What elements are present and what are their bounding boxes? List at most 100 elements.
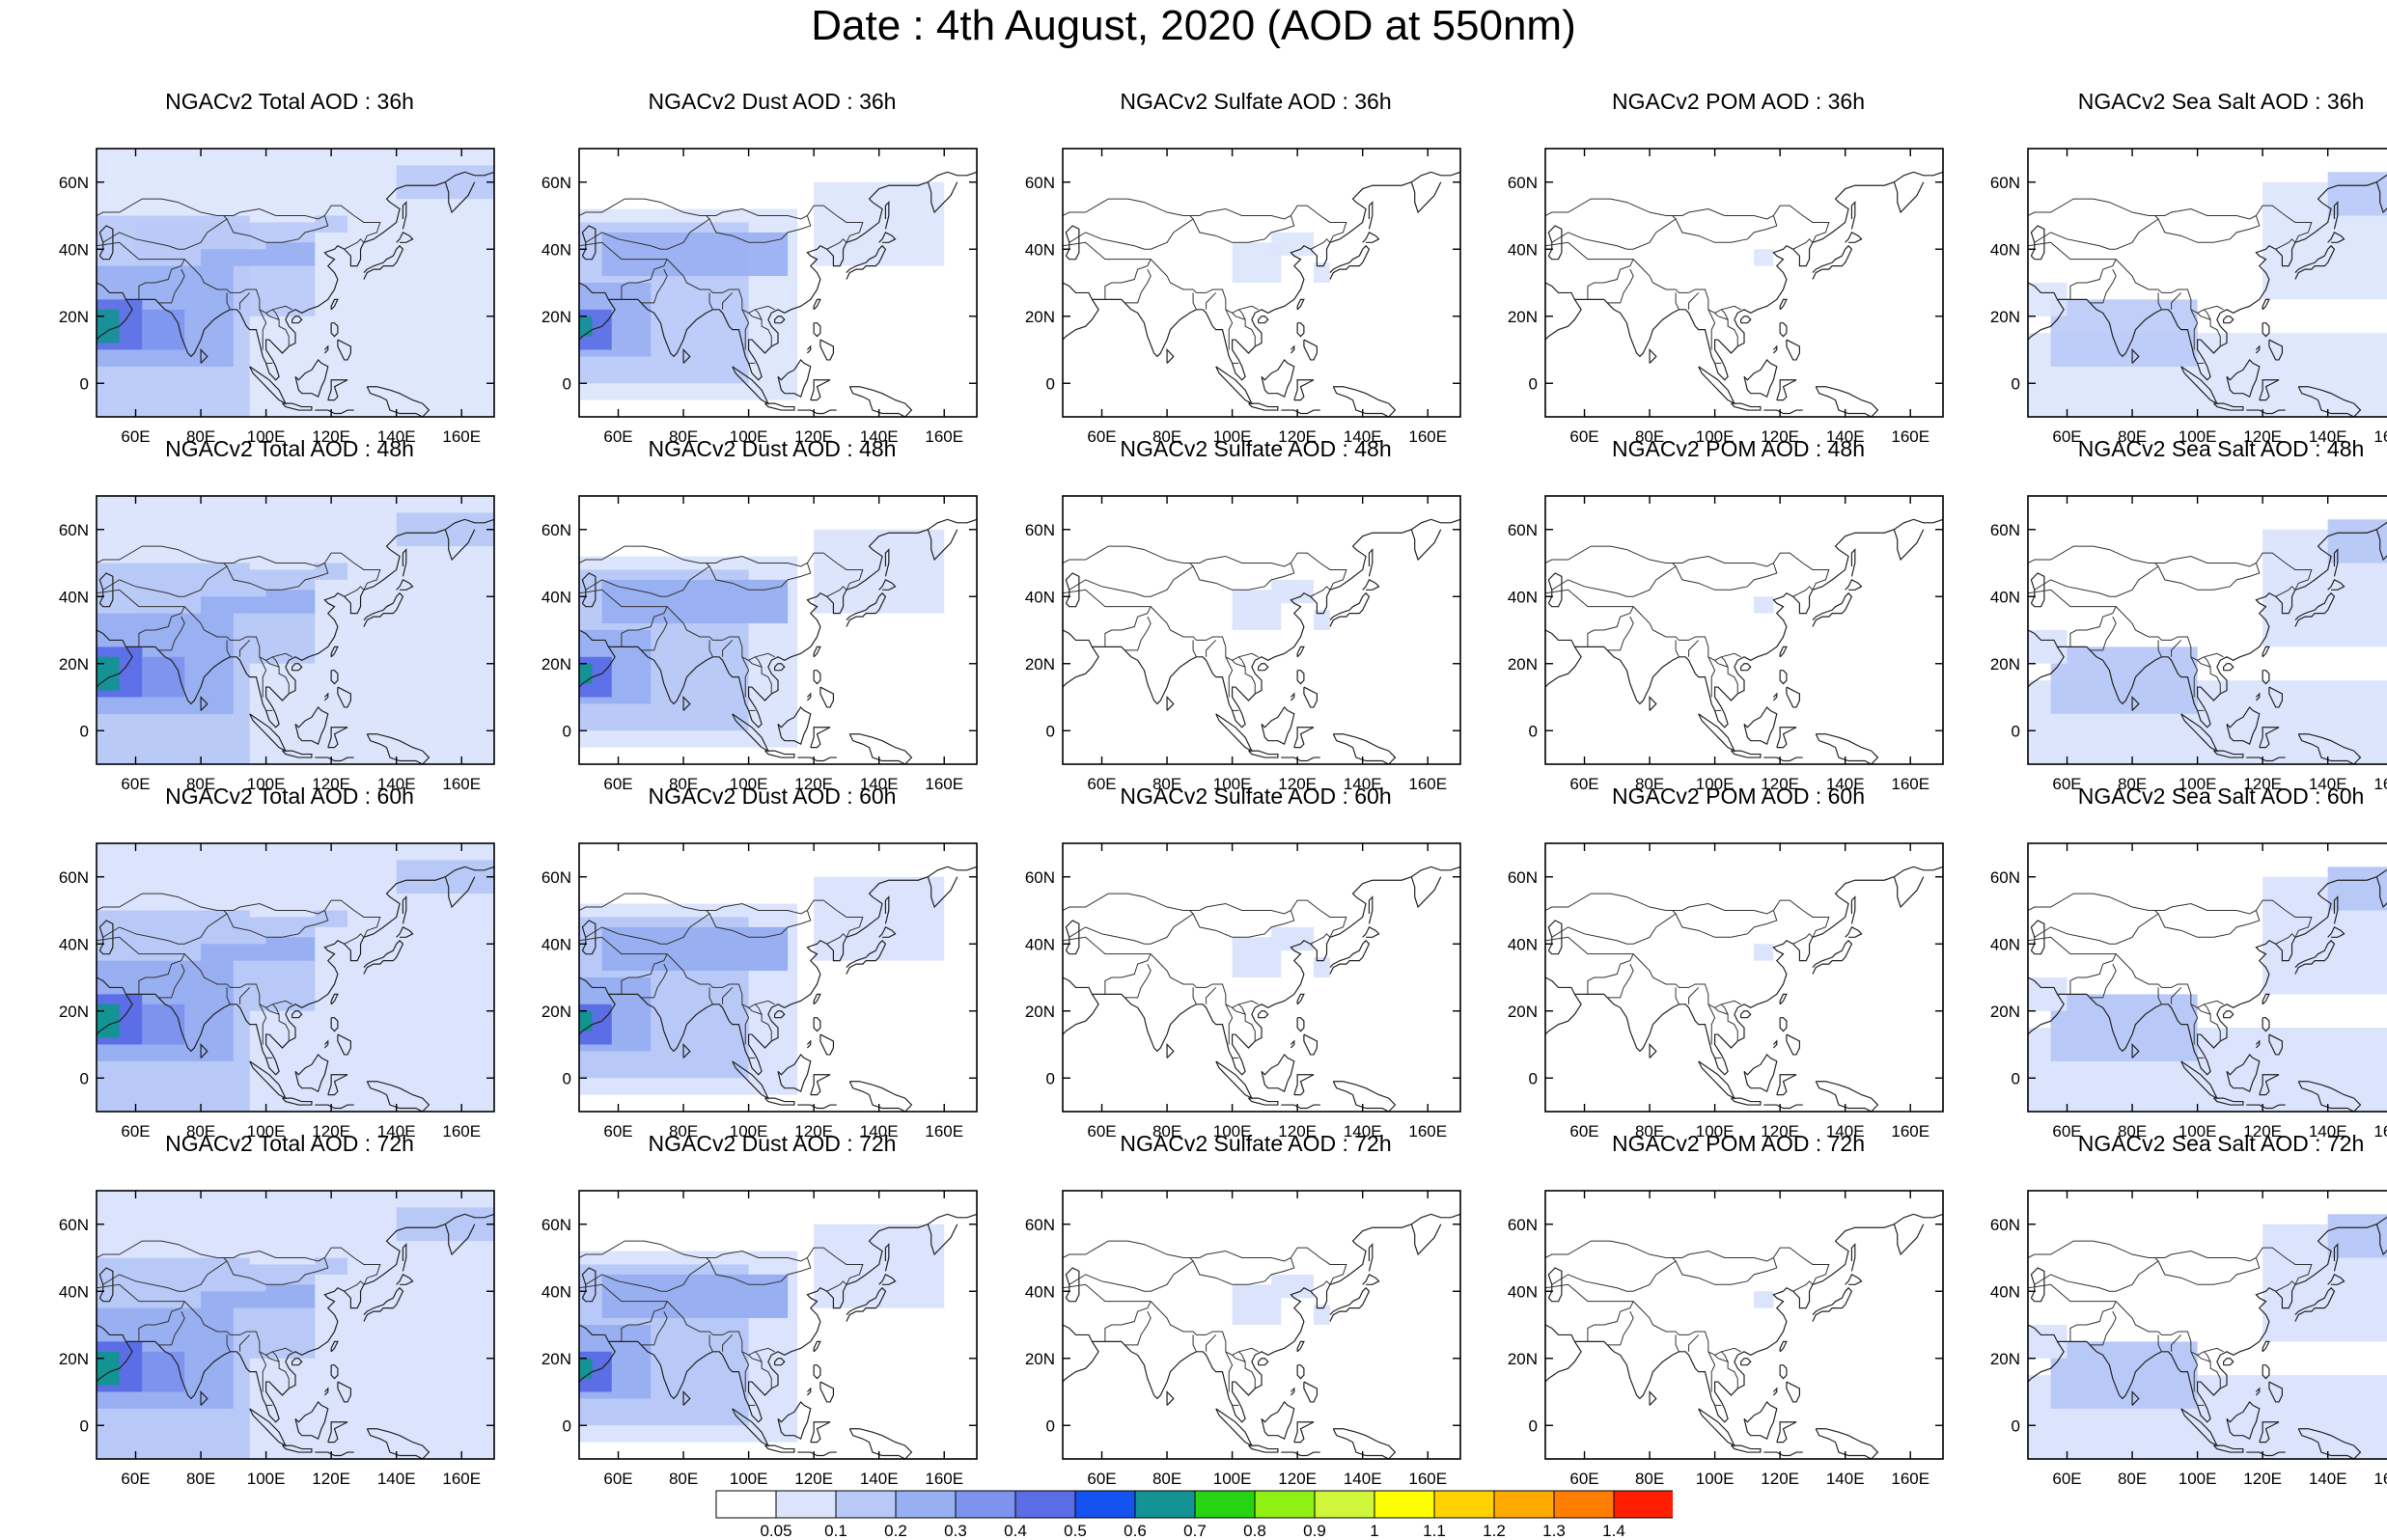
coastline: [2030, 225, 2045, 261]
coastline: [1281, 1451, 1320, 1457]
aod-field: [97, 149, 494, 417]
coastline: [1574, 171, 1943, 381]
x-tick-label: 100E: [1213, 1122, 1252, 1141]
x-tick-label: 100E: [1696, 427, 1735, 446]
map-plot: 60E 80E 100E 120E 140E 160E 60N 40N 20N 0: [59, 842, 495, 1141]
coastline: [2057, 1216, 2387, 1423]
coastline: [813, 1340, 821, 1353]
coastline: [1776, 379, 1797, 401]
country-border: [97, 1283, 292, 1356]
coastline: [2375, 529, 2387, 562]
coastline: [608, 518, 977, 729]
y-tick-label: 60N: [1025, 1216, 1055, 1234]
coastline: [402, 548, 407, 577]
coastline: [2333, 201, 2339, 230]
y-tick-label: 40N: [541, 935, 571, 953]
map-plot: 60E 80E 100E 120E 140E 160E 60N 40N 20N 0: [541, 495, 978, 793]
map-plot: 60E 80E 100E 120E 140E 160E 60N 40N 20N 0: [1990, 148, 2387, 446]
country-border: [1792, 933, 1814, 945]
aod-cell: [1314, 957, 1330, 977]
coastline: [366, 1428, 430, 1459]
aod-cell: [1754, 596, 1774, 614]
country-border: [158, 616, 185, 651]
map-plot: 60E 80E 100E 120E 140E 160E 60N 40N 20N 0: [1025, 842, 1461, 1141]
map-plot: 60E 80E 100E 120E 140E 160E 60N 40N 20N 0: [59, 1190, 495, 1488]
country-border: [748, 1006, 772, 1042]
coastline: [323, 1387, 329, 1396]
coastline: [2028, 282, 2065, 341]
y-tick-label: 0: [1529, 1069, 1538, 1087]
borders: [1063, 545, 1347, 711]
coastline: [732, 713, 770, 753]
coastline: [813, 298, 821, 311]
aod-cell: [814, 181, 945, 266]
coastline: [846, 1286, 887, 1322]
country-border: [2028, 936, 2224, 1008]
x-tick-label: 120E: [1278, 1122, 1317, 1141]
y-tick-label: 20N: [1025, 308, 1055, 326]
coastline: [2262, 322, 2270, 338]
coastline: [1779, 322, 1788, 338]
coastline: [1850, 201, 1856, 230]
country-border: [1672, 205, 1830, 243]
coastline: [444, 181, 476, 214]
coastline: [2223, 316, 2234, 324]
coastline: [282, 750, 313, 758]
coastline: [2297, 1081, 2362, 1112]
x-tick-label: 120E: [2243, 427, 2282, 446]
x-tick-label: 120E: [1278, 427, 1317, 446]
coastline: [579, 629, 616, 688]
country-border: [2069, 953, 2117, 995]
map-panel: NGACv2 Sulfate AOD : 36h 60E 80E 100E 120E 14…: [1014, 89, 1497, 446]
coastline: [1779, 298, 1788, 311]
country-border: [97, 545, 228, 597]
y-tick-label: 0: [2012, 374, 2020, 393]
country-border: [1206, 292, 1217, 310]
coastline: [1261, 1053, 1295, 1093]
y-tick-label: 40N: [1508, 588, 1538, 606]
y-tick-label: 40N: [541, 588, 571, 606]
borders: [579, 545, 864, 711]
country-border: [1607, 616, 1634, 651]
coastline: [764, 750, 795, 758]
coastline: [1332, 733, 1397, 764]
coastline: [2226, 1400, 2261, 1441]
colorbar-label: 1.3: [1542, 1522, 1566, 1538]
x-tick-label: 80E: [186, 427, 215, 446]
colorbar-label: 0.8: [1243, 1522, 1266, 1538]
aod-cell: [315, 1257, 348, 1275]
map-panel: NGACv2 Sea Salt AOD : 36h 60E 80E 100E 120E 1…: [1980, 89, 2387, 446]
colorbar-swatch: [835, 1490, 897, 1519]
y-tick-label: 60N: [59, 1216, 89, 1234]
borders: [2028, 893, 2313, 1059]
country-border: [2204, 1351, 2211, 1362]
coastline: [682, 1043, 691, 1059]
coastline: [1290, 344, 1295, 354]
coastline: [1649, 1390, 1657, 1406]
coastline: [1850, 895, 1856, 924]
x-tick-label: 80E: [1635, 775, 1664, 793]
plot-frame: [2027, 1190, 2387, 1460]
country-border: [223, 899, 381, 938]
x-tick-label: 80E: [1152, 1122, 1181, 1141]
coastline: [1303, 1033, 1318, 1056]
aod-cell: [814, 1224, 945, 1308]
colorbar-label: 0.3: [944, 1522, 967, 1538]
country-border: [1192, 987, 1197, 1005]
coastline: [2327, 579, 2345, 591]
country-border: [259, 309, 267, 350]
x-tick-label: 60E: [1569, 1122, 1598, 1141]
country-border: [1189, 552, 1347, 591]
x-tick-label: 120E: [1761, 1122, 1799, 1141]
coastlines: [2028, 868, 2387, 1112]
x-tick-label: 100E: [1696, 1122, 1735, 1141]
coastline: [1743, 705, 1778, 746]
country-border: [2275, 933, 2296, 945]
plot-frame: [1062, 495, 1461, 765]
plot-frame: [1062, 1190, 1461, 1460]
panel-title: NGACv2 Sulfate AOD : 72h: [1120, 1131, 1392, 1156]
coastline: [1893, 529, 1925, 562]
coastline: [1545, 629, 1582, 688]
y-tick-label: 0: [1529, 1416, 1538, 1435]
coastline: [927, 181, 958, 214]
